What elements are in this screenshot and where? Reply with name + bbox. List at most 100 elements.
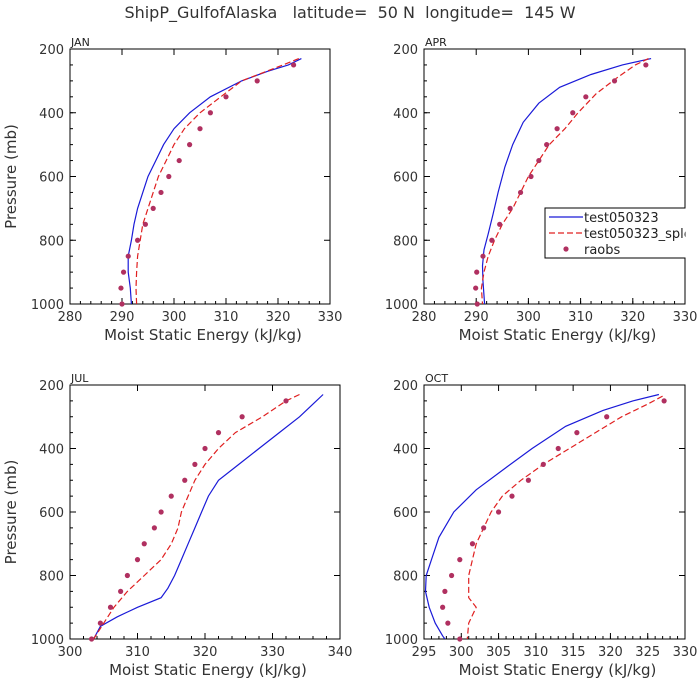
- data-point: [187, 142, 193, 148]
- y-tick-label: 600: [39, 506, 64, 521]
- plot-frame: [423, 48, 686, 305]
- series-line-model: [481, 58, 652, 304]
- data-point: [540, 461, 546, 467]
- series-line-model: [127, 58, 302, 304]
- x-tick-label: 310: [125, 645, 150, 660]
- data-point: [661, 398, 667, 404]
- data-point: [283, 398, 289, 404]
- data-point: [215, 430, 222, 436]
- y-tick-label: 600: [393, 171, 418, 186]
- series-raobs: [473, 62, 649, 307]
- data-point: [554, 126, 560, 132]
- data-point: [192, 461, 198, 467]
- x-tick-label: 300: [516, 310, 541, 325]
- panel-jul: JUL 300 310 320 330 340 200 400 600 800 1000 Moist …: [2, 372, 352, 679]
- y-tick-label: 1000: [385, 298, 418, 313]
- data-point: [643, 62, 649, 68]
- series-line-model: [424, 393, 660, 639]
- data-point: [291, 62, 297, 68]
- x-tick-label: 300: [162, 310, 187, 325]
- x-tick-label: 320: [266, 310, 291, 325]
- data-point: [448, 572, 455, 579]
- series-raobs: [118, 62, 297, 307]
- x-tick-label: 305: [486, 645, 511, 660]
- y-axis-label: Pressure (mb): [2, 124, 20, 229]
- plot-frame: [423, 384, 686, 640]
- legend-label: test050323: [584, 211, 659, 226]
- data-point: [223, 94, 229, 100]
- y-tick-label: 800: [393, 234, 418, 249]
- data-point: [158, 189, 164, 196]
- data-point: [141, 541, 147, 547]
- data-point: [97, 620, 103, 626]
- series-raobs: [440, 398, 667, 642]
- data-point: [207, 110, 213, 116]
- plot-frame: [69, 48, 331, 305]
- data-point: [583, 94, 589, 100]
- data-point: [473, 285, 479, 291]
- x-tick-label: 340: [328, 645, 353, 660]
- data-point: [528, 173, 534, 180]
- panel-label: JUL: [70, 372, 89, 385]
- series-line-model: [93, 394, 324, 639]
- y-tick-label: 800: [39, 234, 64, 249]
- data-point: [118, 588, 124, 594]
- data-point: [107, 604, 114, 610]
- y-tick-label: 800: [39, 570, 64, 585]
- y-tick-label: 200: [39, 43, 64, 58]
- data-point: [507, 205, 513, 211]
- data-point: [489, 237, 495, 243]
- data-point: [474, 301, 480, 307]
- y-tick-label: 200: [39, 379, 64, 394]
- data-point: [124, 572, 130, 579]
- y-tick-label: 200: [393, 379, 418, 394]
- data-point: [197, 126, 203, 132]
- x-tick-label: 330: [260, 645, 285, 660]
- legend-label: raobs: [584, 243, 621, 258]
- x-tick-label: 325: [635, 645, 660, 660]
- y-tick-label: 1000: [385, 633, 418, 648]
- data-point: [239, 414, 245, 420]
- panel-jan: JAN 280 290 300 310 320 330 200 400 600 800 1000 Moi…: [2, 36, 342, 344]
- panel-label: APR: [425, 36, 447, 49]
- data-point: [481, 525, 487, 531]
- panel-oct: OCT 295 300 305 310 315 320 325 330 200 400 600 800 1…: [385, 372, 698, 679]
- data-point: [469, 541, 476, 547]
- data-point: [182, 477, 188, 483]
- x-tick-label: 320: [620, 310, 645, 325]
- data-point: [517, 189, 524, 196]
- y-tick-label: 600: [393, 506, 418, 521]
- data-point: [495, 509, 502, 515]
- y-axis-label: Pressure (mb): [2, 460, 20, 565]
- legend-label: test050323_splc: [584, 227, 691, 242]
- x-tick-label: 280: [412, 310, 437, 325]
- x-tick-label: 315: [561, 645, 586, 660]
- figure-title: ShipP_GulfofAlaska latitude= 50 N longit…: [124, 3, 575, 23]
- data-point: [119, 301, 125, 307]
- data-point: [142, 221, 148, 227]
- data-point: [120, 269, 127, 275]
- data-point: [151, 525, 157, 531]
- data-point: [570, 110, 576, 116]
- data-point: [604, 414, 610, 420]
- data-point: [536, 157, 542, 164]
- data-point: [574, 430, 580, 436]
- data-point: [457, 636, 463, 642]
- x-tick-label: 280: [58, 310, 83, 325]
- data-point: [509, 493, 515, 499]
- data-point: [135, 237, 141, 243]
- x-axis-label: Moist Static Energy (kJ/kg): [459, 326, 657, 344]
- x-tick-label: 300: [449, 645, 474, 660]
- x-tick-label: 330: [673, 645, 698, 660]
- series-line-splc: [466, 395, 663, 639]
- data-point: [445, 620, 451, 626]
- y-tick-label: 400: [393, 107, 418, 122]
- y-tick-label: 400: [39, 443, 64, 458]
- data-point: [611, 78, 618, 84]
- y-tick-label: 600: [39, 171, 64, 186]
- data-point: [544, 142, 550, 148]
- x-tick-label: 295: [412, 645, 437, 660]
- data-point: [166, 173, 172, 180]
